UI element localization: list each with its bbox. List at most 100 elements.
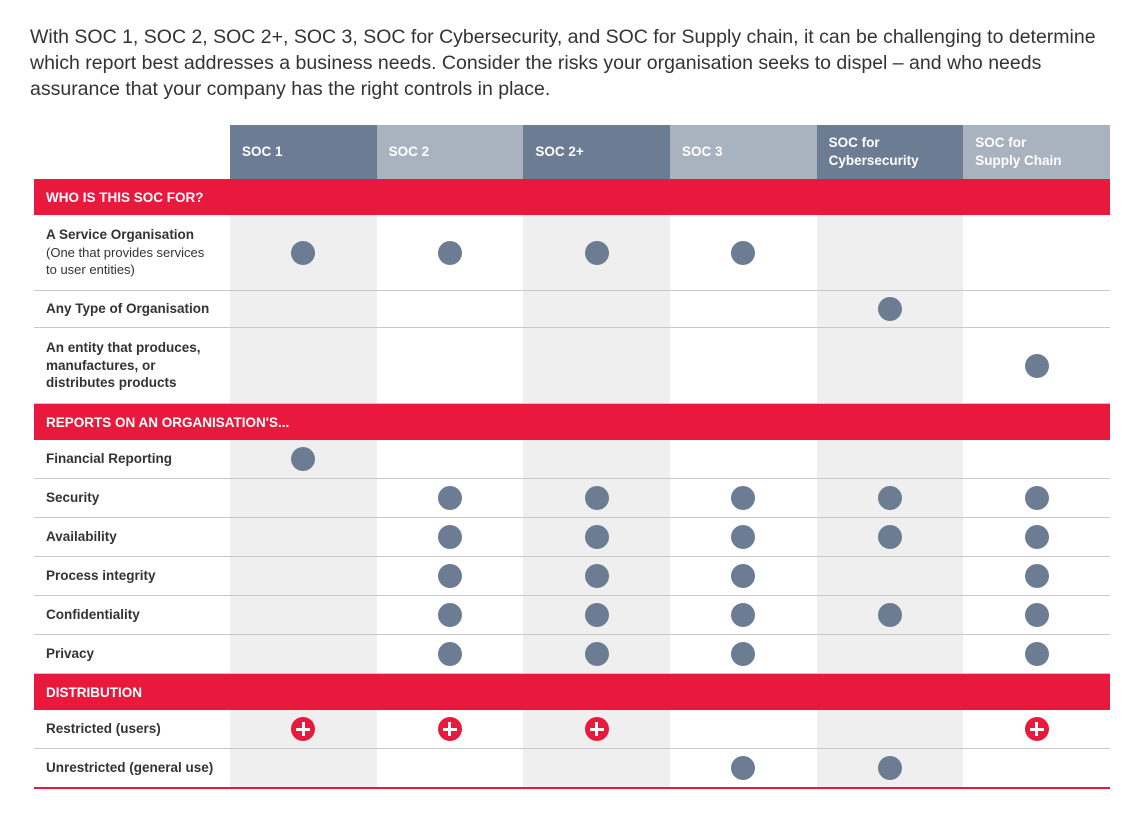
applies-dot-icon (731, 603, 756, 627)
cell-soc-for-supply-chain (963, 518, 1110, 556)
cell-soc-2- (523, 440, 670, 478)
restricted-plus-icon (437, 717, 462, 741)
cell-soc-1 (230, 328, 377, 403)
row-label: Unrestricted (general use) (34, 749, 230, 787)
row-label-text: Security (46, 490, 100, 506)
cell-soc-for-supply-chain (963, 328, 1110, 403)
cell-soc-2 (377, 518, 524, 556)
cell-soc-2 (377, 328, 524, 403)
row-label-text: Process integrity (46, 568, 156, 584)
applies-dot-icon (877, 486, 902, 510)
column-header-4: SOC 3 (669, 125, 817, 179)
cell-soc-2- (523, 557, 670, 595)
cell-soc-1 (230, 557, 377, 595)
applies-dot-icon (584, 603, 609, 627)
applies-dot-icon (731, 642, 756, 666)
restricted-plus-icon (291, 717, 316, 741)
cell-soc-for-cybersecurity (816, 710, 964, 748)
row-label: Privacy (34, 635, 230, 673)
row-label-text: Confidentiality (46, 607, 140, 623)
column-header-3: SOC 2+ (523, 125, 670, 179)
applies-dot-icon (291, 447, 316, 471)
applies-dot-icon (437, 564, 462, 588)
section-header: REPORTS ON AN ORGANISATION'S... (34, 404, 1110, 440)
row-label-text: Availability (46, 529, 117, 545)
applies-dot-icon (584, 525, 609, 549)
cell-soc-2 (377, 710, 524, 748)
cell-soc-for-cybersecurity (816, 749, 964, 787)
applies-dot-icon (731, 756, 756, 780)
cell-soc-2 (377, 749, 524, 787)
table-row: Availability (34, 518, 1110, 557)
row-label-text: Any Type of Organisation (46, 301, 210, 317)
row-label: Restricted (users) (34, 710, 230, 748)
cell-soc-for-supply-chain (963, 635, 1110, 673)
cell-soc-1 (230, 518, 377, 556)
header-spacer (34, 125, 230, 179)
table-row: Security (34, 479, 1110, 518)
cell-soc-2- (523, 215, 670, 290)
cell-soc-3 (670, 215, 817, 290)
row-label: Confidentiality (34, 596, 230, 634)
cell-soc-2- (523, 479, 670, 517)
column-header-1: SOC 1 (230, 125, 377, 179)
row-label-text: Restricted (users) (46, 721, 161, 737)
row-label: Availability (34, 518, 230, 556)
column-header-6: SOC for Supply Chain (963, 125, 1110, 179)
cell-soc-2 (377, 215, 524, 290)
row-label-text: Unrestricted (general use) (46, 760, 214, 776)
cell-soc-for-supply-chain (963, 710, 1110, 748)
table-row: An entity that produces, manufactures, o… (34, 328, 1110, 404)
table-row: Financial Reporting (34, 440, 1110, 479)
column-header-5: SOC for Cybersecurity (816, 125, 964, 179)
applies-dot-icon (1024, 486, 1049, 510)
table-row: A Service Organisation (One that provides… (34, 215, 1110, 291)
applies-dot-icon (291, 240, 316, 265)
restricted-plus-icon (584, 717, 609, 741)
cell-soc-2 (377, 557, 524, 595)
cell-soc-3 (670, 557, 817, 595)
cell-soc-2- (523, 635, 670, 673)
cell-soc-1 (230, 291, 377, 327)
cell-soc-1 (230, 749, 377, 787)
applies-dot-icon (877, 756, 902, 780)
cell-soc-2 (377, 291, 524, 327)
row-label-text: A Service Organisation (46, 227, 195, 243)
cell-soc-for-cybersecurity (816, 635, 964, 673)
applies-dot-icon (1024, 564, 1049, 588)
cell-soc-for-supply-chain (963, 557, 1110, 595)
row-label: Process integrity (34, 557, 230, 595)
cell-soc-2- (523, 596, 670, 634)
applies-dot-icon (731, 486, 756, 510)
cell-soc-for-supply-chain (963, 749, 1110, 787)
row-label: Any Type of Organisation (34, 291, 230, 327)
cell-soc-3 (670, 291, 817, 327)
applies-dot-icon (437, 240, 462, 265)
table-row: Privacy (34, 635, 1110, 674)
cell-soc-for-cybersecurity (816, 440, 964, 478)
cell-soc-3 (670, 518, 817, 556)
cell-soc-for-cybersecurity (816, 557, 964, 595)
table-row: Any Type of Organisation (34, 291, 1110, 328)
applies-dot-icon (877, 525, 902, 549)
table-body: WHO IS THIS SOC FOR? A Service Organisati… (34, 179, 1110, 789)
applies-dot-icon (877, 297, 902, 321)
cell-soc-for-supply-chain (963, 440, 1110, 478)
cell-soc-2- (523, 749, 670, 787)
cell-soc-3 (670, 328, 817, 403)
applies-dot-icon (584, 642, 609, 666)
cell-soc-1 (230, 440, 377, 478)
row-label: A Service Organisation (One that provides… (34, 215, 230, 290)
cell-soc-3 (670, 749, 817, 787)
cell-soc-for-supply-chain (963, 596, 1110, 634)
applies-dot-icon (1024, 642, 1049, 666)
applies-dot-icon (584, 486, 609, 510)
applies-dot-icon (437, 525, 462, 549)
soc-comparison-table: SOC 1 SOC 2 SOC 2+ SOC 3 SOC for Cybersecuri… (34, 125, 1110, 789)
column-header-2: SOC 2 (376, 125, 524, 179)
row-label: An entity that produces, manufactures, o… (34, 328, 230, 403)
applies-dot-icon (437, 603, 462, 627)
cell-soc-1 (230, 635, 377, 673)
cell-soc-2- (523, 291, 670, 327)
cell-soc-for-cybersecurity (816, 479, 964, 517)
